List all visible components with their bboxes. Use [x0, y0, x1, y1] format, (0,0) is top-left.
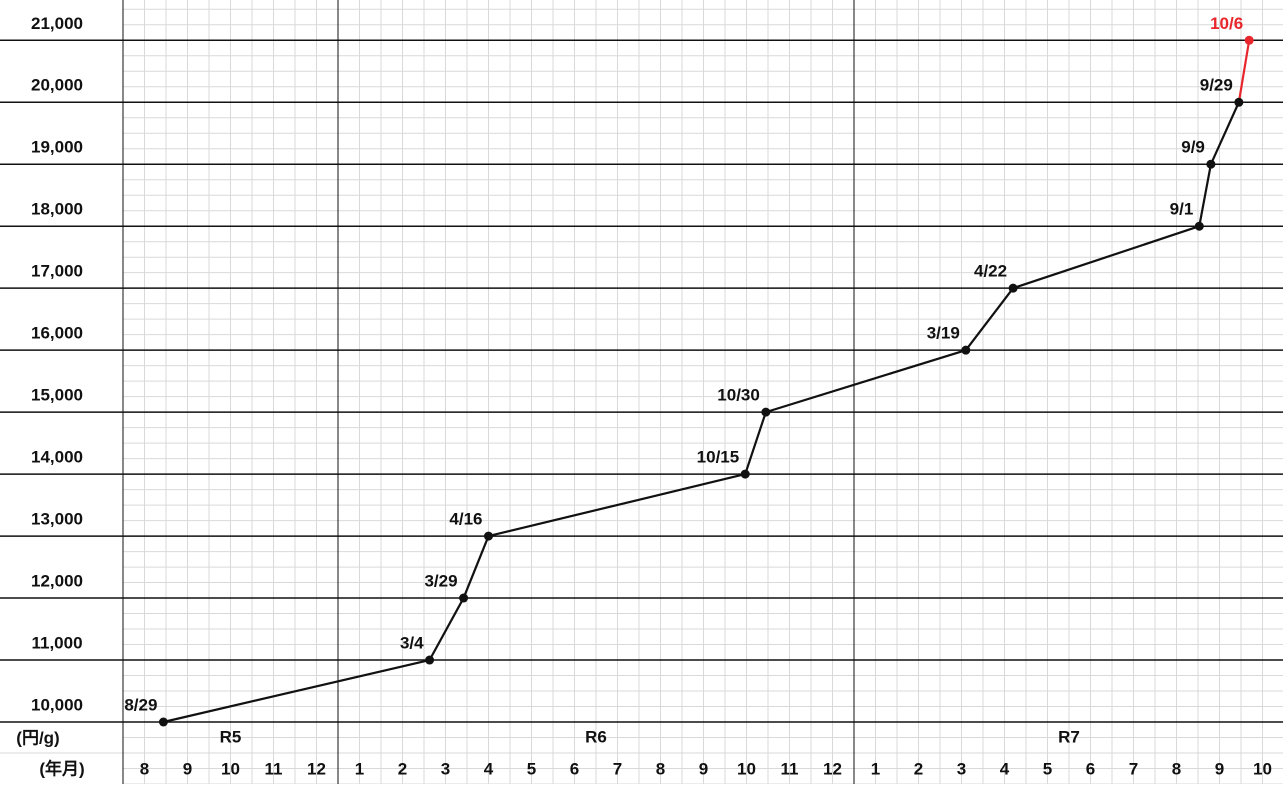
x-tick-label: 9: [699, 759, 708, 778]
x-tick-label: 1: [871, 759, 880, 778]
x-tick-label: 8: [656, 759, 665, 778]
line-segment: [428, 597, 465, 661]
x-tick-label: 7: [613, 759, 622, 778]
line-segment: [744, 411, 767, 475]
x-tick-label: 6: [570, 759, 579, 778]
y-tick-label: 12,000: [31, 572, 83, 591]
line-segment: [488, 473, 746, 538]
x-tick-label: 10: [737, 759, 756, 778]
data-point: [459, 593, 469, 603]
data-point: [961, 345, 971, 355]
x-tick-label: 8: [1172, 759, 1181, 778]
x-tick-label: 11: [781, 759, 799, 778]
line-segment: [462, 535, 490, 599]
x-tick-label: 4: [1000, 759, 1010, 778]
y-tick-label: 16,000: [31, 324, 83, 343]
y-tick-label: 19,000: [31, 138, 83, 157]
x-tick-label: 10: [1253, 759, 1272, 778]
point-label: 9/29: [1200, 76, 1233, 95]
x-tick-label: 7: [1129, 759, 1138, 778]
point-label: 9/1: [1170, 200, 1194, 219]
x-tick-label: 10: [221, 759, 240, 778]
data-point: [761, 407, 771, 417]
point-label: 3/4: [400, 634, 424, 653]
x-tick-label: 6: [1086, 759, 1095, 778]
line-segment: [1237, 40, 1251, 103]
x-tick-label: 5: [1043, 759, 1052, 778]
x-group-label: R6: [585, 727, 607, 746]
line-segment: [163, 658, 430, 724]
x-tick-label: 2: [398, 759, 407, 778]
x-tick-label: 3: [441, 759, 450, 778]
line-segment: [765, 349, 967, 414]
point-label: 10/30: [717, 386, 760, 405]
data-point: [484, 531, 493, 541]
line-segment: [1198, 164, 1212, 227]
data-point: [1206, 159, 1216, 169]
y-tick-label: 15,000: [31, 386, 83, 405]
x-tick-label: 12: [823, 759, 842, 778]
point-label: 8/29: [124, 695, 157, 714]
data-point: [158, 717, 168, 727]
x-tick-label: 3: [957, 759, 966, 778]
y-tick-label: 20,000: [31, 76, 83, 95]
data-point: [740, 469, 750, 479]
x-tick-label: 4: [484, 759, 494, 778]
y-tick-label: 11,000: [31, 634, 82, 653]
y-unit-label: (円/g): [16, 728, 59, 747]
data-point: [1234, 97, 1244, 107]
point-label: 9/9: [1181, 138, 1205, 157]
data-point: [1008, 283, 1018, 293]
y-tick-label: 13,000: [31, 510, 83, 529]
x-tick-label: 8: [140, 759, 149, 778]
point-label: 10/15: [697, 448, 740, 467]
line-segment: [1012, 225, 1200, 290]
x-tick-label: 9: [183, 759, 192, 778]
data-point: [425, 655, 435, 665]
y-tick-label: 14,000: [31, 448, 83, 467]
point-label: 3/29: [424, 572, 457, 591]
x-group-label: R5: [220, 727, 242, 746]
x-tick-label: 5: [527, 759, 536, 778]
x-group-label: R7: [1058, 727, 1080, 746]
x-tick-label: 2: [914, 759, 923, 778]
y-tick-label: 17,000: [31, 262, 83, 281]
x-tick-label: 1: [355, 759, 364, 778]
line-segment: [1209, 101, 1240, 165]
x-tick-label: 9: [1215, 759, 1224, 778]
x-tick-label: 12: [307, 759, 326, 778]
data-point: [1244, 35, 1254, 45]
point-label: 3/19: [927, 324, 960, 343]
y-tick-label: 21,000: [31, 14, 83, 33]
point-label: 4/22: [974, 262, 1007, 281]
x-tick-label: 11: [265, 759, 283, 778]
y-tick-label: 10,000: [31, 695, 83, 714]
line-segment: [964, 287, 1014, 351]
point-label: 4/16: [449, 510, 482, 529]
y-tick-label: 18,000: [31, 200, 83, 219]
data-point: [1194, 221, 1204, 231]
point-label: 10/6: [1210, 14, 1243, 33]
x-unit-label: (年月): [39, 758, 84, 778]
